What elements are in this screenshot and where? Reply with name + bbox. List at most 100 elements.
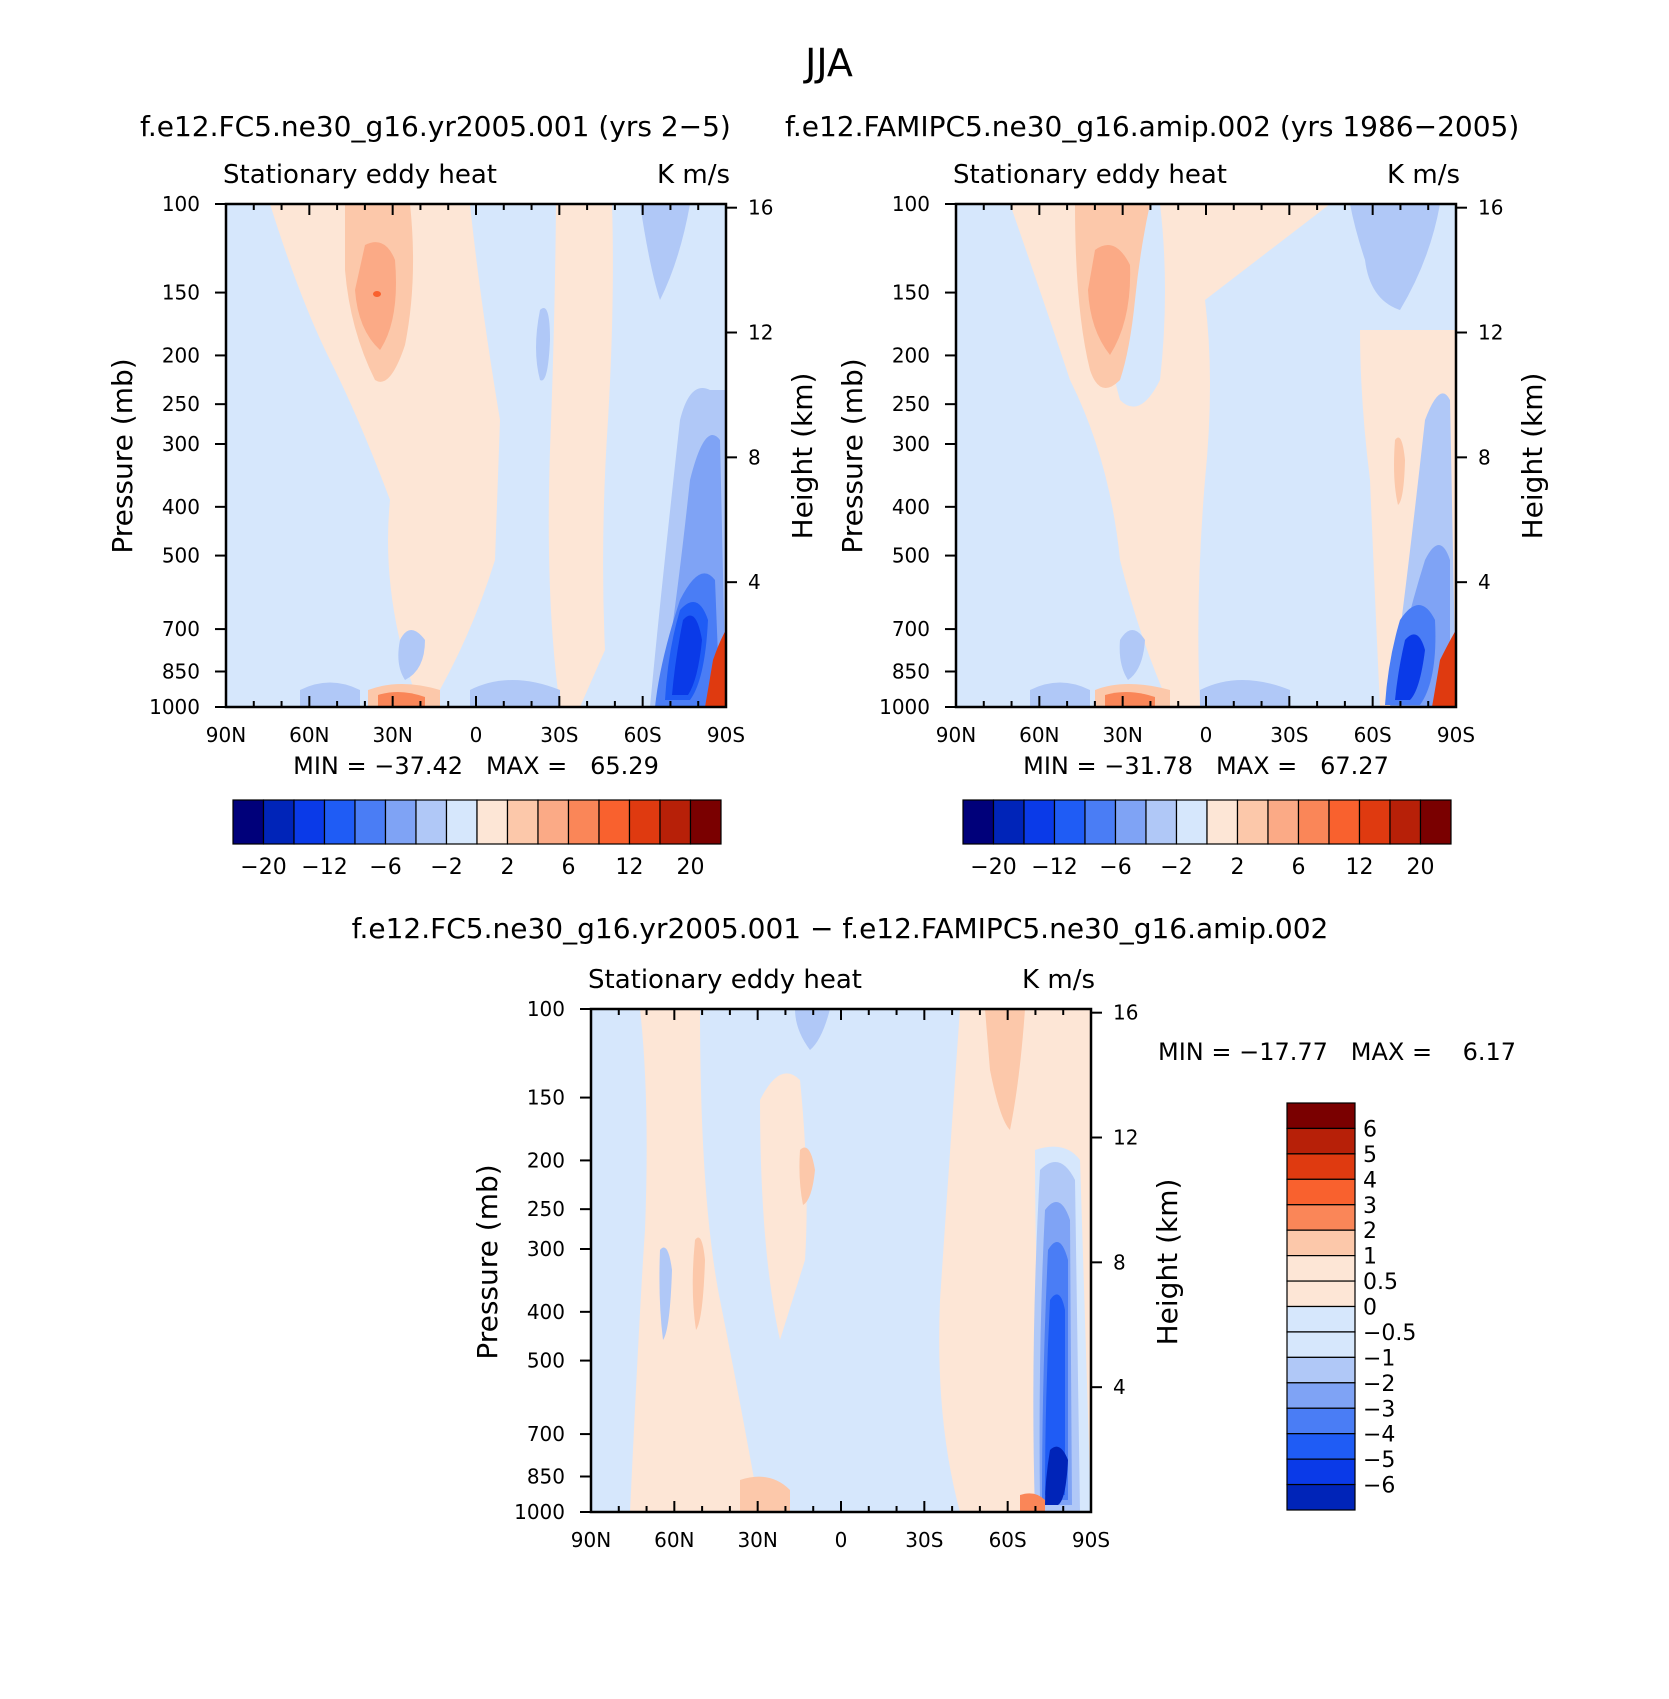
- colorbar-box: [1286, 1331, 1356, 1358]
- y2-tick-label: 16: [1478, 196, 1503, 220]
- contour-field: [226, 204, 726, 707]
- x-tick-label: 60N: [289, 723, 329, 747]
- colorbar: −20 −12 −6 −2 2 6 12 20: [232, 799, 722, 880]
- contour-negative: [659, 1247, 672, 1340]
- colorbar-label: −5: [1363, 1448, 1395, 1473]
- colorbar-box: [992, 799, 1025, 845]
- colorbar-box: [1286, 1407, 1356, 1435]
- contour-positive: [799, 1147, 815, 1205]
- y-tick-label: 500: [892, 544, 930, 568]
- y2-tick-label: 12: [1113, 1126, 1138, 1150]
- y-tick-label: 1000: [879, 695, 930, 719]
- colorbar-box: [1286, 1382, 1356, 1409]
- colorbar-label: 0.5: [1363, 1270, 1398, 1295]
- x-tick-label: 30S: [540, 723, 578, 747]
- colorbar-label: 2: [501, 855, 515, 880]
- colorbar-label: −2: [430, 855, 462, 880]
- colorbar-box: [1286, 1102, 1356, 1130]
- x-tick-label: 90S: [1437, 723, 1475, 747]
- y-tick-label: 150: [527, 1086, 565, 1110]
- colorbar-box: [1286, 1127, 1356, 1155]
- colorbar-box: [1286, 1483, 1356, 1511]
- y-tick-label: 100: [162, 192, 200, 216]
- colorbar-box: [1286, 1458, 1356, 1486]
- contour-field: [956, 204, 1456, 707]
- colorbar-box: [1286, 1153, 1356, 1180]
- colorbar-label: −6: [1363, 1474, 1395, 1499]
- colorbar-label: −2: [1160, 855, 1192, 880]
- contour-negative: [1030, 682, 1090, 707]
- y-tick-label: 400: [162, 495, 200, 519]
- x-tick-label: 90N: [206, 723, 246, 747]
- y-tick-label: 500: [162, 544, 200, 568]
- units-label: K m/s: [657, 160, 730, 190]
- colorbar-box: [293, 799, 326, 845]
- min-max-readout: MIN = −37.42 MAX = 65.29: [293, 752, 659, 780]
- colorbar-label: 2: [1231, 855, 1245, 880]
- y-tick-label: 250: [527, 1197, 565, 1221]
- min-max-readout: MIN = −31.78 MAX = 67.27: [1023, 752, 1389, 780]
- colorbar-box: [1389, 799, 1422, 845]
- colorbar-box: [1358, 799, 1391, 845]
- colorbar-box: [262, 799, 295, 845]
- colorbar-box: [1286, 1204, 1356, 1231]
- colorbar-box: [598, 799, 631, 845]
- colorbar-box: [1175, 799, 1208, 845]
- x-tick-label: 0: [835, 1528, 848, 1552]
- y-tick-label: 300: [527, 1237, 565, 1261]
- colorbar-box: [1236, 799, 1269, 845]
- y-tick-label: 400: [527, 1300, 565, 1324]
- colorbar-box: [1328, 799, 1361, 845]
- colorbar-label: 1: [1363, 1245, 1377, 1270]
- colorbar-box: [1145, 799, 1178, 845]
- colorbar-box: [1023, 799, 1056, 845]
- colorbar-box: [659, 799, 692, 845]
- y2-tick-label: 4: [748, 570, 761, 594]
- contour-positive: [1432, 630, 1456, 707]
- colorbar-box: [1286, 1178, 1356, 1206]
- contour-positive: [705, 630, 726, 707]
- contour-positive: [548, 204, 613, 707]
- x-tick-label: 60N: [654, 1528, 694, 1552]
- colorbar-box: [384, 799, 417, 845]
- contour-positive: [270, 204, 500, 707]
- colorbar-label: −6: [369, 855, 401, 880]
- colorbar-box: [476, 799, 509, 845]
- y2-tick-label: 8: [1113, 1250, 1126, 1274]
- colorbar-box: [1084, 799, 1117, 845]
- contour-negative: [1119, 630, 1145, 680]
- contour-negative: [470, 680, 560, 707]
- colorbar-box: [1206, 799, 1239, 845]
- colorbar-label: −12: [301, 855, 347, 880]
- contour-negative: [1350, 204, 1440, 310]
- panel-title: f.e12.FAMIPC5.ne30_g16.amip.002 (yrs 198…: [785, 110, 1519, 143]
- y2-axis-label: Height (km): [1516, 373, 1549, 540]
- colorbar-box: [1286, 1229, 1356, 1257]
- x-tick-label: 90N: [936, 723, 976, 747]
- colorbar-label: 2: [1363, 1219, 1377, 1244]
- y-tick-label: 100: [527, 997, 565, 1021]
- y-axis-label: Pressure (mb): [836, 358, 869, 553]
- contour-negative: [591, 1009, 647, 1512]
- x-tick-label: 90S: [707, 723, 745, 747]
- x-tick-label: 90S: [1072, 1528, 1110, 1552]
- colorbar-box: [1286, 1255, 1356, 1282]
- colorbar-box: [628, 799, 661, 845]
- x-tick-label: 60S: [989, 1528, 1027, 1552]
- colorbar-box: [1267, 799, 1300, 845]
- x-tick-label: 30N: [1102, 723, 1142, 747]
- contour-positive: [378, 691, 425, 707]
- contour-negative: [672, 615, 702, 695]
- panel-amip: f.e12.FAMIPC5.ne30_g16.amip.002 (yrs 198…: [785, 110, 1549, 880]
- y-tick-label: 150: [892, 281, 930, 305]
- y-tick-label: 700: [527, 1422, 565, 1446]
- x-tick-label: 30S: [1270, 723, 1308, 747]
- colorbar-box: [323, 799, 356, 845]
- contour-positive: [1394, 437, 1405, 505]
- x-tick-label: 60N: [1019, 723, 1059, 747]
- field-label: Stationary eddy heat: [223, 160, 497, 190]
- contour-negative: [300, 682, 360, 707]
- colorbar-label: −1: [1363, 1346, 1395, 1371]
- contour-negative: [1045, 1294, 1065, 1495]
